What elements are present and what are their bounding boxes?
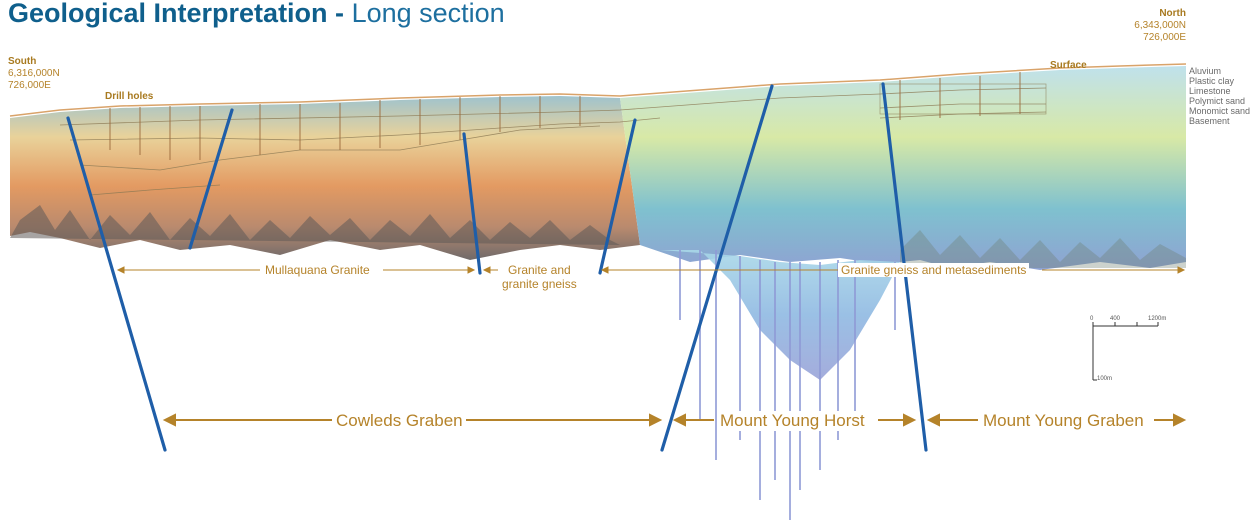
section-texture-north	[900, 230, 1186, 268]
legend-item-polymict-sand: Polymict sand	[1189, 96, 1246, 106]
legend-item-plastic-clay: Plastic clay	[1189, 76, 1235, 86]
granite-gneiss-line-2: granite gneiss	[502, 277, 577, 291]
fault-1	[66, 116, 167, 452]
unit-arrows	[116, 266, 1186, 274]
legend-item-monomict-sand: Monomict sand	[1189, 106, 1251, 116]
scale-tick-400: 400	[1110, 316, 1121, 322]
cowleds-graben-label: Cowleds Graben	[336, 411, 463, 430]
south-northing: 6,316,000N	[8, 68, 60, 79]
surface-line	[9, 63, 1187, 117]
section-texture	[10, 205, 620, 245]
north-label: North	[1159, 8, 1186, 19]
scale-bar	[1092, 322, 1159, 381]
horst-anomaly-streaks	[679, 250, 896, 520]
mount-young-graben-label: Mount Young Graben	[983, 411, 1144, 430]
legend-item-limestone: Limestone	[1189, 86, 1231, 96]
section-body-south	[10, 96, 640, 260]
fault-4	[598, 118, 637, 275]
north-label-block: North 6,343,000N 726,000E	[1134, 8, 1186, 44]
north-easting: 726,000E	[1143, 32, 1186, 43]
strata-legend: Aluvium Plastic clay Limestone Polymict …	[1189, 66, 1250, 126]
fault-3	[462, 132, 482, 275]
surface-label: Surface	[1050, 60, 1087, 71]
mullaquana-granite-label: Mullaquana Granite	[265, 263, 370, 277]
legend-item-basement: Basement	[1189, 116, 1230, 126]
granite-gneiss-label: Granite and granite gneiss	[502, 263, 577, 291]
title-main: Geological Interpretation -	[8, 0, 345, 28]
granite-gneiss-line-1: Granite and	[508, 263, 571, 277]
mount-young-horst-label: Mount Young Horst	[717, 411, 868, 431]
legend-item-aluvium: Aluvium	[1189, 66, 1222, 76]
title-sub: Long section	[351, 0, 505, 28]
drill-holes-label: Drill holes	[105, 91, 154, 102]
drill-hole-ticks	[109, 72, 1021, 160]
scale-tick-1200: 1200m	[1148, 316, 1167, 322]
scale-vertical-label: 100m	[1097, 376, 1113, 382]
fault-2	[188, 108, 234, 250]
strata-box-north	[879, 83, 1047, 115]
north-northing: 6,343,000N	[1134, 20, 1186, 31]
metasediments-label: Granite gneiss and metasediments	[838, 263, 1030, 277]
fault-5	[660, 84, 774, 452]
south-easting: 726,000E	[8, 80, 51, 91]
page-title: Geological Interpretation - Long section	[8, 0, 505, 30]
horst-anomaly	[660, 250, 900, 380]
south-label: South	[8, 56, 37, 67]
section-body-north	[620, 66, 1186, 270]
scale-tick-0: 0	[1090, 316, 1094, 322]
south-label-block: South 6,316,000N 726,000E	[8, 56, 60, 92]
domain-arrows	[162, 413, 1187, 427]
